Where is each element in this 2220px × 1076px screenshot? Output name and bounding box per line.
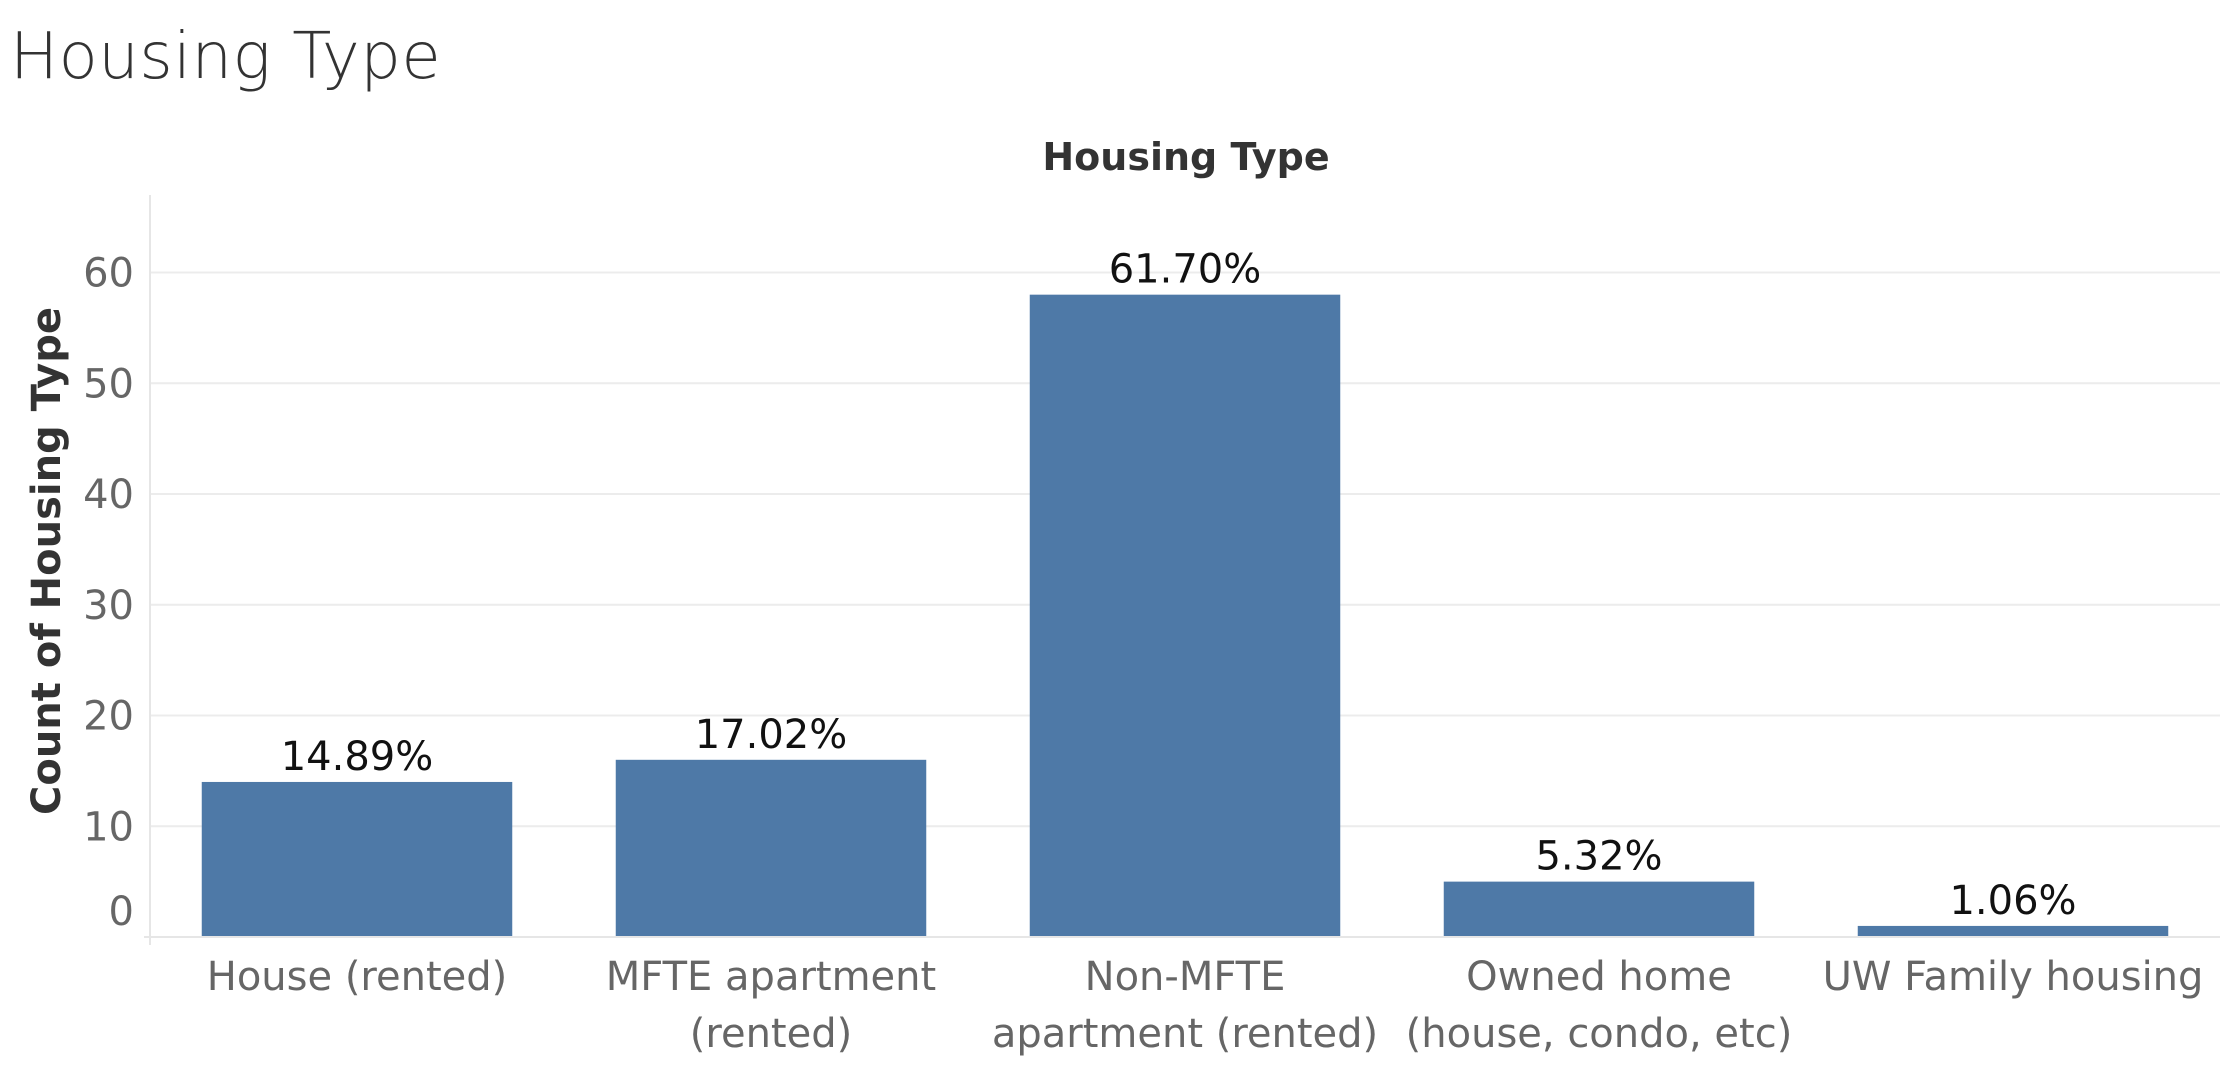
page-title: Housing Type [10, 20, 442, 94]
y-tick-label: 20 [83, 694, 134, 740]
chart-title: Housing Type [1042, 135, 1329, 179]
bar [615, 759, 927, 937]
bar [1857, 925, 2169, 937]
y-tick-label: 50 [83, 361, 134, 407]
bar [1029, 294, 1341, 937]
bar [1443, 881, 1755, 937]
bars [201, 294, 2169, 937]
y-tick-label: 40 [83, 472, 134, 518]
x-axis-ticks: House (rented) MFTE apartment (rented) Non-… [207, 954, 2204, 1057]
y-axis-title: Count of Housing Type [24, 307, 70, 815]
x-tick-label: House (rented) [207, 954, 508, 1000]
data-label: 17.02% [695, 712, 848, 758]
data-label: 1.06% [1949, 878, 2076, 924]
data-label: 5.32% [1535, 834, 1662, 880]
y-tick-label: 0 [109, 889, 134, 935]
x-tick-label: Owned home (house, condo, etc) [1406, 954, 1793, 1057]
data-labels: 14.89% 17.02% 61.70% 5.32% 1.06% [281, 247, 2077, 924]
data-label: 14.89% [281, 734, 434, 780]
data-label: 61.70% [1109, 247, 1262, 293]
bar [201, 781, 513, 937]
y-tick-label: 30 [83, 583, 134, 629]
x-tick-label: UW Family housing [1823, 954, 2204, 1000]
y-axis-ticks: 0 10 20 30 40 50 60 [83, 251, 134, 935]
x-tick-label: Non-MFTE apartment (rented) [992, 954, 1378, 1057]
x-tick-label: MFTE apartment (rented) [606, 954, 936, 1057]
y-tick-label: 10 [83, 804, 134, 850]
y-tick-label: 60 [83, 251, 134, 297]
